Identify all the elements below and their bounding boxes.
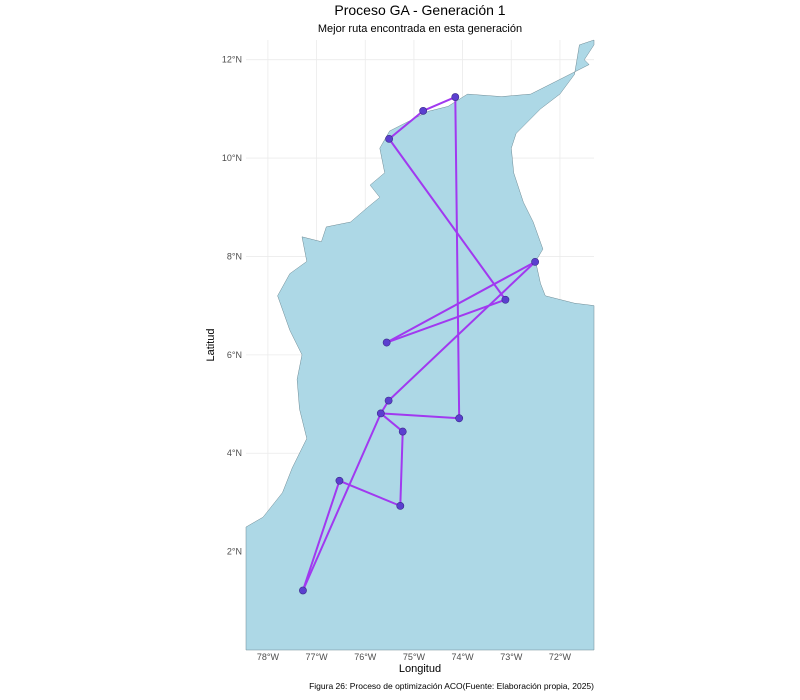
route-segment [385,298,507,344]
y-axis-title: Latitud [205,328,217,361]
route-point [382,338,391,347]
x-axis-title: Longitud [399,663,441,675]
y-tick-label: 4°N [227,448,242,458]
route-segment [301,479,341,592]
x-tick-label: 73°W [500,652,523,662]
y-tick-label: 10°N [222,153,242,163]
route-point [384,396,393,405]
route-point [335,476,344,485]
route-segment [422,96,457,112]
route-point [376,409,385,418]
route-point [419,106,428,115]
chart-subtitle: Mejor ruta encontrada en esta generación [318,23,522,35]
route-segment [385,260,537,344]
x-axis-ticks: 78°W 77°W 76°W 75°W 74°W 73°W 72°W [257,652,572,662]
route-segment [387,260,537,402]
x-tick-label: 74°W [452,652,475,662]
route-segment [379,412,404,433]
route-segment [388,109,425,140]
route-segment [379,412,461,420]
route-point [451,93,460,101]
route-segment [454,96,461,420]
route-point [531,257,540,266]
route-point [385,134,393,143]
land-shape [245,39,595,651]
route-point [299,586,307,595]
route-point [501,295,510,304]
route-point [396,501,405,510]
route-segment [388,137,507,301]
chart-title: Proceso GA - Generación 1 [334,2,505,18]
route-segment [399,430,404,507]
x-tick-label: 75°W [403,652,426,662]
x-tick-label: 77°W [306,652,329,662]
x-tick-label: 76°W [354,652,377,662]
y-axis-ticks: 2°N 4°N 6°N 8°N 10°N 12°N [222,55,242,557]
route-lines [301,96,537,592]
y-tick-label: 12°N [222,55,242,65]
plot-panel [245,39,595,651]
figure-caption: Figura 26: Proceso de optimización ACO(F… [309,681,594,691]
route-point [455,414,464,423]
route-segment [301,412,382,592]
x-tick-label: 78°W [257,652,280,662]
route-points [299,93,540,595]
y-tick-label: 6°N [227,350,242,360]
x-tick-label: 72°W [549,652,572,662]
y-tick-label: 2°N [227,547,242,557]
route-point [398,427,407,436]
y-tick-label: 8°N [227,251,242,261]
